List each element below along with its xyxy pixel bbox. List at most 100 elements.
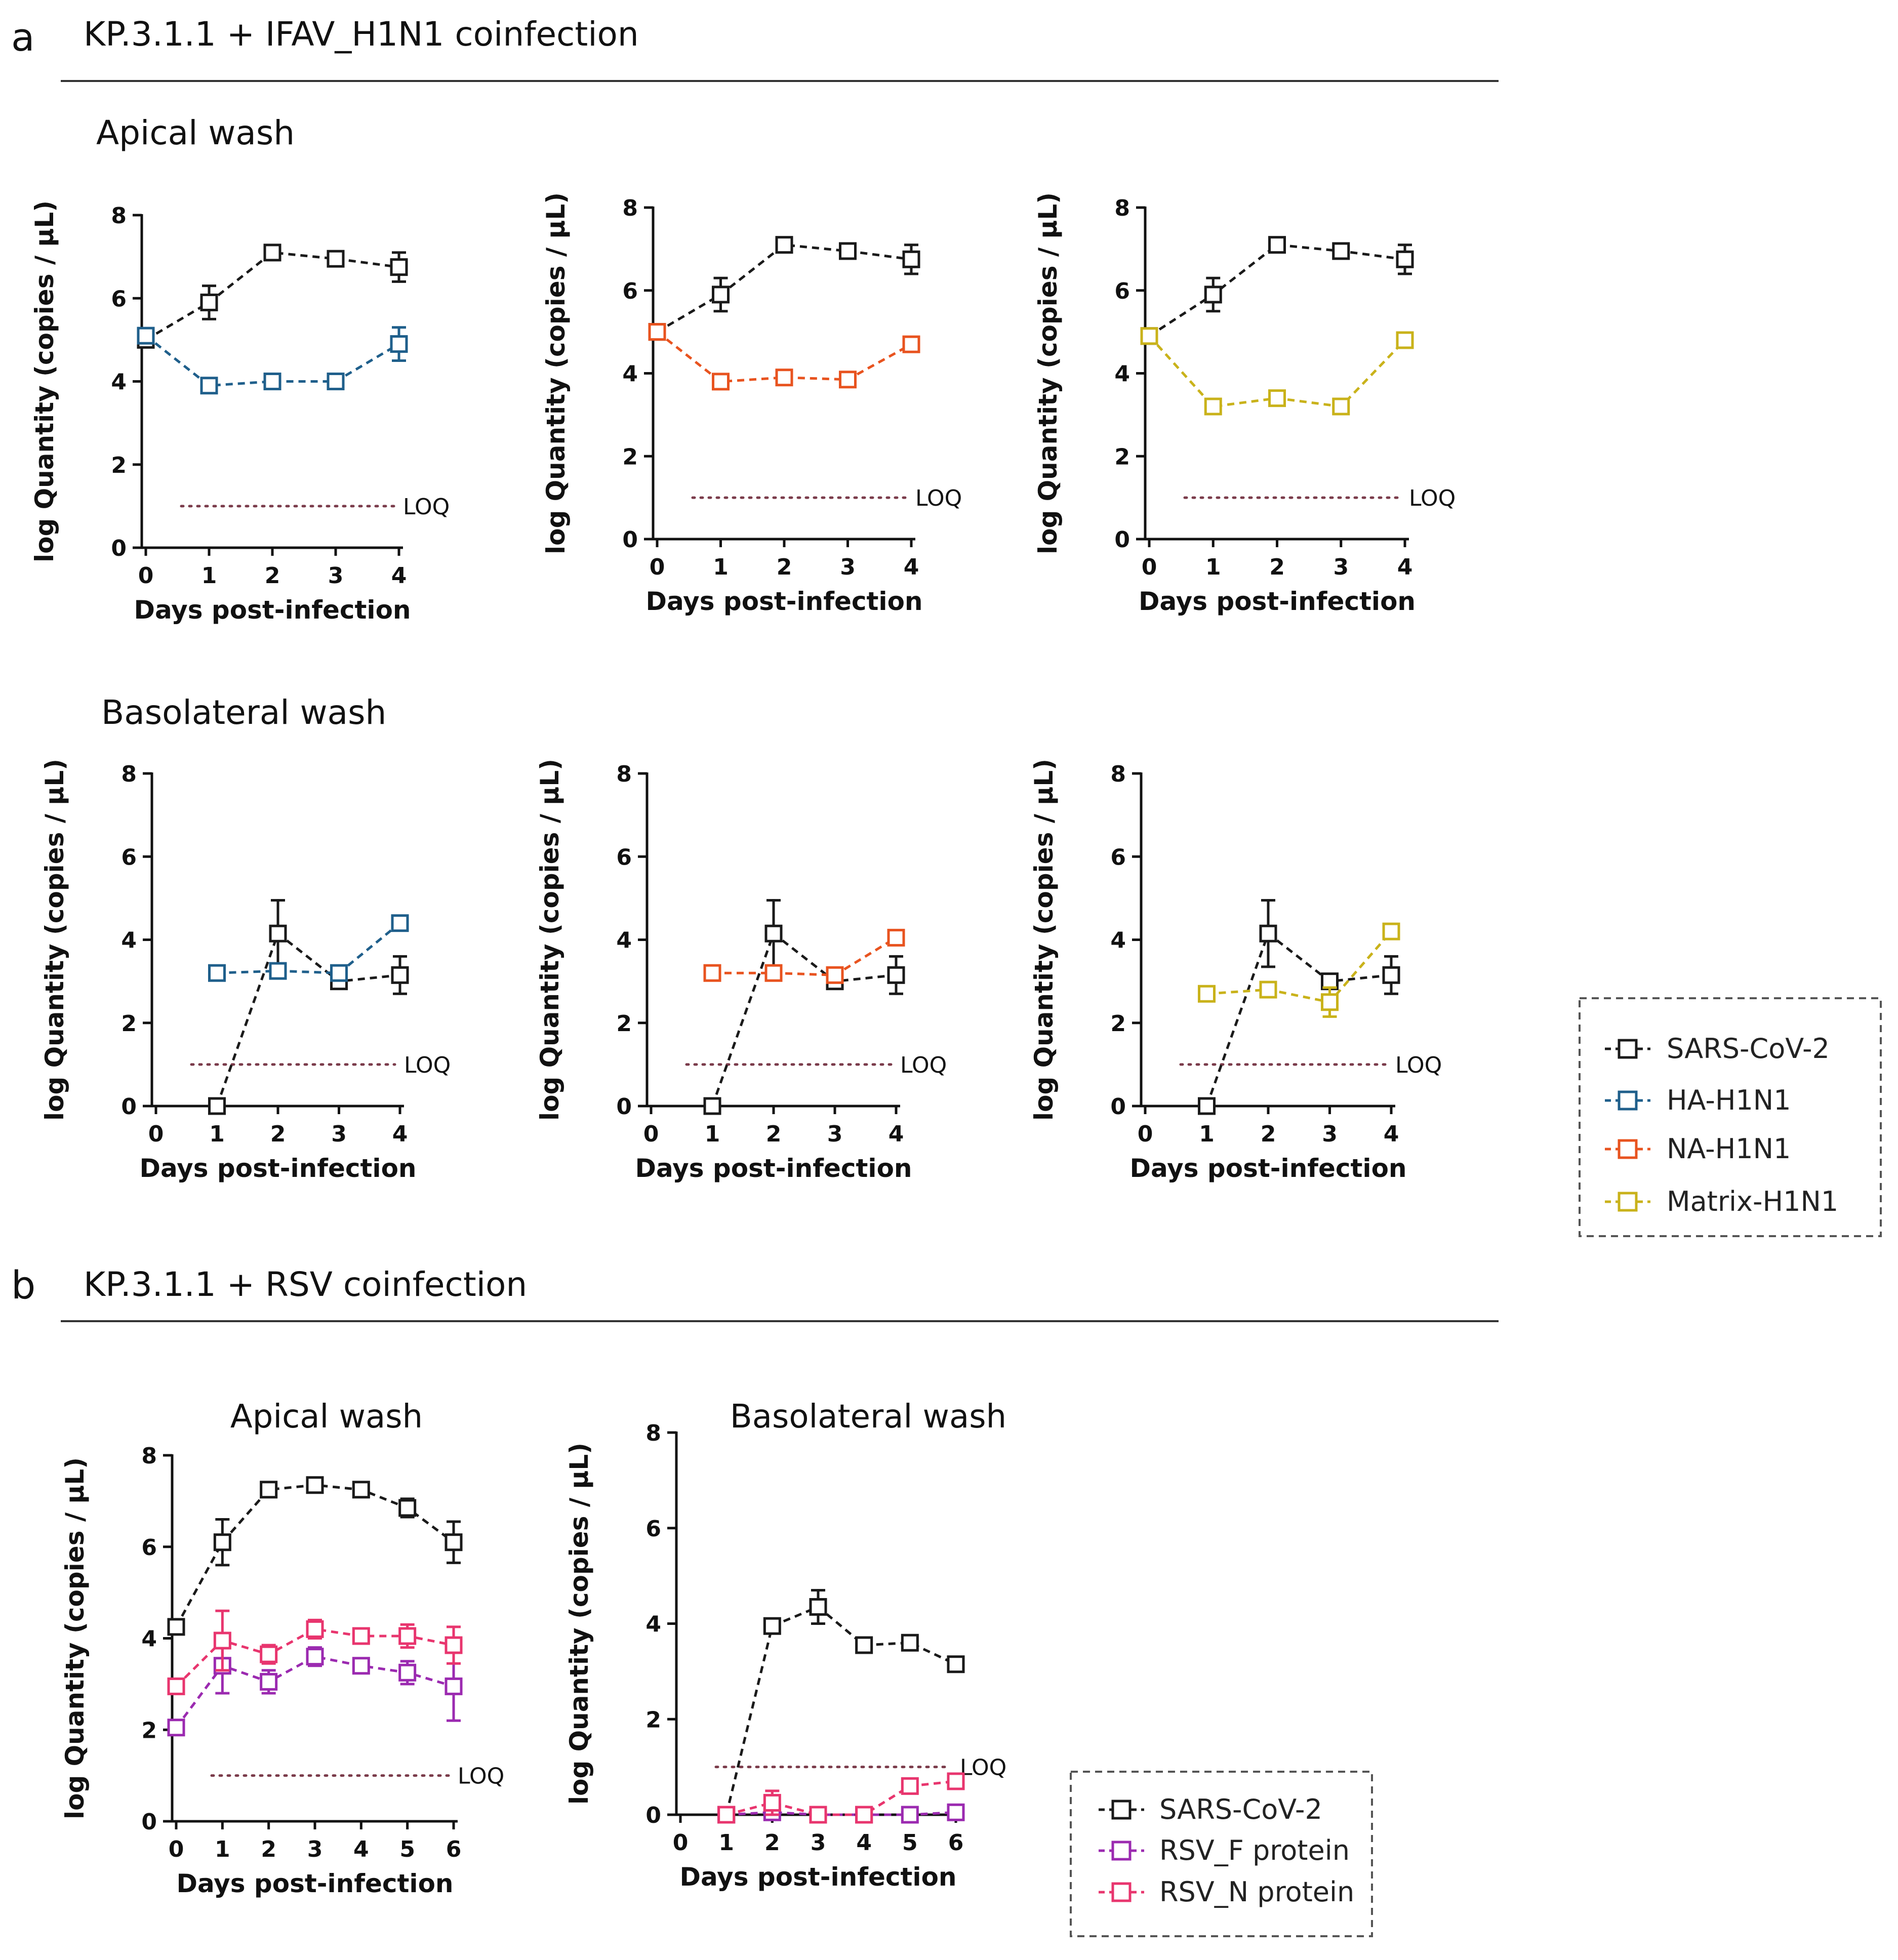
x-tick-label: 1 bbox=[209, 1121, 225, 1147]
series-line bbox=[1205, 931, 1392, 1107]
data-point bbox=[947, 1772, 965, 1790]
series-line bbox=[725, 1605, 957, 1815]
data-point bbox=[764, 964, 783, 982]
x-tick-label: 3 bbox=[827, 1121, 843, 1147]
x-tick-label: 6 bbox=[948, 1830, 964, 1856]
y-tick-label: 6 bbox=[645, 1516, 661, 1542]
data-point bbox=[269, 962, 287, 980]
data-point bbox=[703, 1097, 721, 1115]
y-tick-label: 6 bbox=[141, 1535, 157, 1561]
data-point bbox=[826, 966, 844, 984]
data-point bbox=[1382, 922, 1400, 941]
x-tick-label: 2 bbox=[1269, 554, 1285, 580]
legend-a: SARS-CoV-2 HA-H1N1 NA-H1N1 Matrix-H1N1 bbox=[1579, 997, 1882, 1237]
data-point bbox=[1396, 250, 1414, 268]
y-axis-label: log Quantity (copies / µL) bbox=[1029, 759, 1059, 1121]
y-axis-label: log Quantity (copies / µL) bbox=[541, 192, 571, 554]
y-tick-label: 4 bbox=[616, 928, 632, 954]
chart-title: Basolateral wash bbox=[730, 1398, 1006, 1436]
y-tick-label: 2 bbox=[111, 453, 127, 478]
panel-b-letter: b bbox=[11, 1262, 35, 1308]
legend-a-item: HA-H1N1 bbox=[1605, 1084, 1791, 1116]
chart-a-apical-ha: 0 2 4 6 8 0 1 2 3 4 Days post-infection log Quantit… bbox=[30, 200, 450, 625]
y-tick-label: 8 bbox=[622, 195, 638, 221]
legend-a-label: Matrix-H1N1 bbox=[1667, 1186, 1838, 1217]
x-tick-label: 3 bbox=[1333, 554, 1349, 580]
data-point bbox=[330, 964, 348, 982]
y-tick-label: 6 bbox=[622, 278, 638, 304]
series-line bbox=[726, 1780, 956, 1816]
loq-label: LOQ bbox=[458, 1764, 504, 1789]
data-point bbox=[1259, 981, 1277, 999]
legend-a-label: SARS-CoV-2 bbox=[1667, 1033, 1830, 1065]
legend-a-marker bbox=[1618, 1039, 1638, 1059]
y-tick-label: 6 bbox=[616, 844, 632, 870]
legend-a-marker bbox=[1618, 1139, 1638, 1159]
y-axis-label: log Quantity (copies / µL) bbox=[564, 1443, 594, 1805]
series-line bbox=[656, 331, 912, 383]
y-tick-label: 0 bbox=[141, 1809, 157, 1835]
legend-a-item: Matrix-H1N1 bbox=[1605, 1186, 1838, 1217]
chart-a-apical-matrix: 0 2 4 6 8 0 1 2 3 4 Days post-infection log Quantit… bbox=[1033, 192, 1456, 616]
data-point bbox=[1204, 397, 1222, 416]
data-point bbox=[855, 1806, 873, 1824]
loq-label: LOQ bbox=[403, 494, 450, 520]
legend-b-marker bbox=[1111, 1882, 1132, 1902]
data-point bbox=[213, 1533, 231, 1551]
data-point bbox=[1382, 966, 1400, 984]
y-tick-label: 0 bbox=[121, 1094, 137, 1120]
data-point bbox=[327, 373, 345, 390]
x-tick-label: 3 bbox=[811, 1830, 826, 1856]
y-tick-label: 0 bbox=[616, 1094, 632, 1120]
loq-label: LOQ bbox=[1395, 1052, 1442, 1078]
data-point bbox=[887, 966, 905, 984]
x-tick-label: 1 bbox=[1199, 1121, 1215, 1147]
data-point bbox=[763, 1617, 781, 1635]
series-line bbox=[145, 335, 400, 387]
x-tick-label: 4 bbox=[889, 1121, 904, 1147]
y-axis-label: log Quantity (copies / µL) bbox=[60, 1457, 90, 1819]
data-point bbox=[352, 1481, 370, 1499]
data-point bbox=[167, 1677, 185, 1695]
x-tick-label: 3 bbox=[1322, 1121, 1338, 1147]
panel-a-apical-label: Apical wash bbox=[96, 113, 295, 152]
x-tick-label: 4 bbox=[392, 1121, 408, 1147]
legend-a-item: SARS-CoV-2 bbox=[1605, 1033, 1830, 1065]
y-tick-label: 2 bbox=[141, 1718, 157, 1743]
data-point bbox=[260, 1672, 278, 1691]
x-tick-label: 0 bbox=[169, 1836, 184, 1862]
x-tick-label: 2 bbox=[777, 554, 792, 580]
x-tick-label: 1 bbox=[705, 1121, 720, 1147]
data-point bbox=[764, 924, 783, 943]
x-tick-label: 2 bbox=[766, 1121, 782, 1147]
x-tick-label: 1 bbox=[718, 1830, 734, 1856]
data-point bbox=[901, 1634, 919, 1652]
series-line bbox=[145, 251, 399, 341]
y-tick-label: 4 bbox=[121, 928, 137, 954]
legend-a-label: NA-H1N1 bbox=[1667, 1133, 1791, 1165]
loq-label: LOQ bbox=[1409, 485, 1456, 511]
legend-b-label: RSV_F protein bbox=[1159, 1834, 1350, 1866]
data-point bbox=[200, 377, 218, 395]
data-point bbox=[167, 1618, 185, 1636]
x-tick-label: 4 bbox=[856, 1830, 872, 1856]
data-point bbox=[839, 371, 857, 389]
data-point bbox=[887, 928, 905, 947]
legend-b-label: RSV_N protein bbox=[1159, 1876, 1354, 1908]
data-point bbox=[263, 373, 281, 390]
x-tick-label: 2 bbox=[270, 1121, 286, 1147]
panel-b-title: KP.3.1.1 + RSV coinfection bbox=[84, 1265, 527, 1304]
data-point bbox=[263, 243, 281, 262]
loq-label: LOQ bbox=[915, 485, 962, 511]
data-point bbox=[306, 1476, 324, 1494]
data-point bbox=[167, 1719, 185, 1737]
series-line bbox=[711, 931, 897, 1107]
y-tick-label: 8 bbox=[616, 761, 632, 787]
x-tick-label: 4 bbox=[353, 1836, 369, 1862]
chart-a-apical-na: 0 2 4 6 8 0 1 2 3 4 Days post-infection log Quantit… bbox=[541, 192, 962, 616]
x-tick-label: 3 bbox=[331, 1121, 347, 1147]
y-axis-label: log Quantity (copies / µL) bbox=[30, 200, 59, 562]
panel-a-basolateral-label: Basolateral wash bbox=[101, 693, 386, 732]
data-point bbox=[901, 1806, 919, 1824]
